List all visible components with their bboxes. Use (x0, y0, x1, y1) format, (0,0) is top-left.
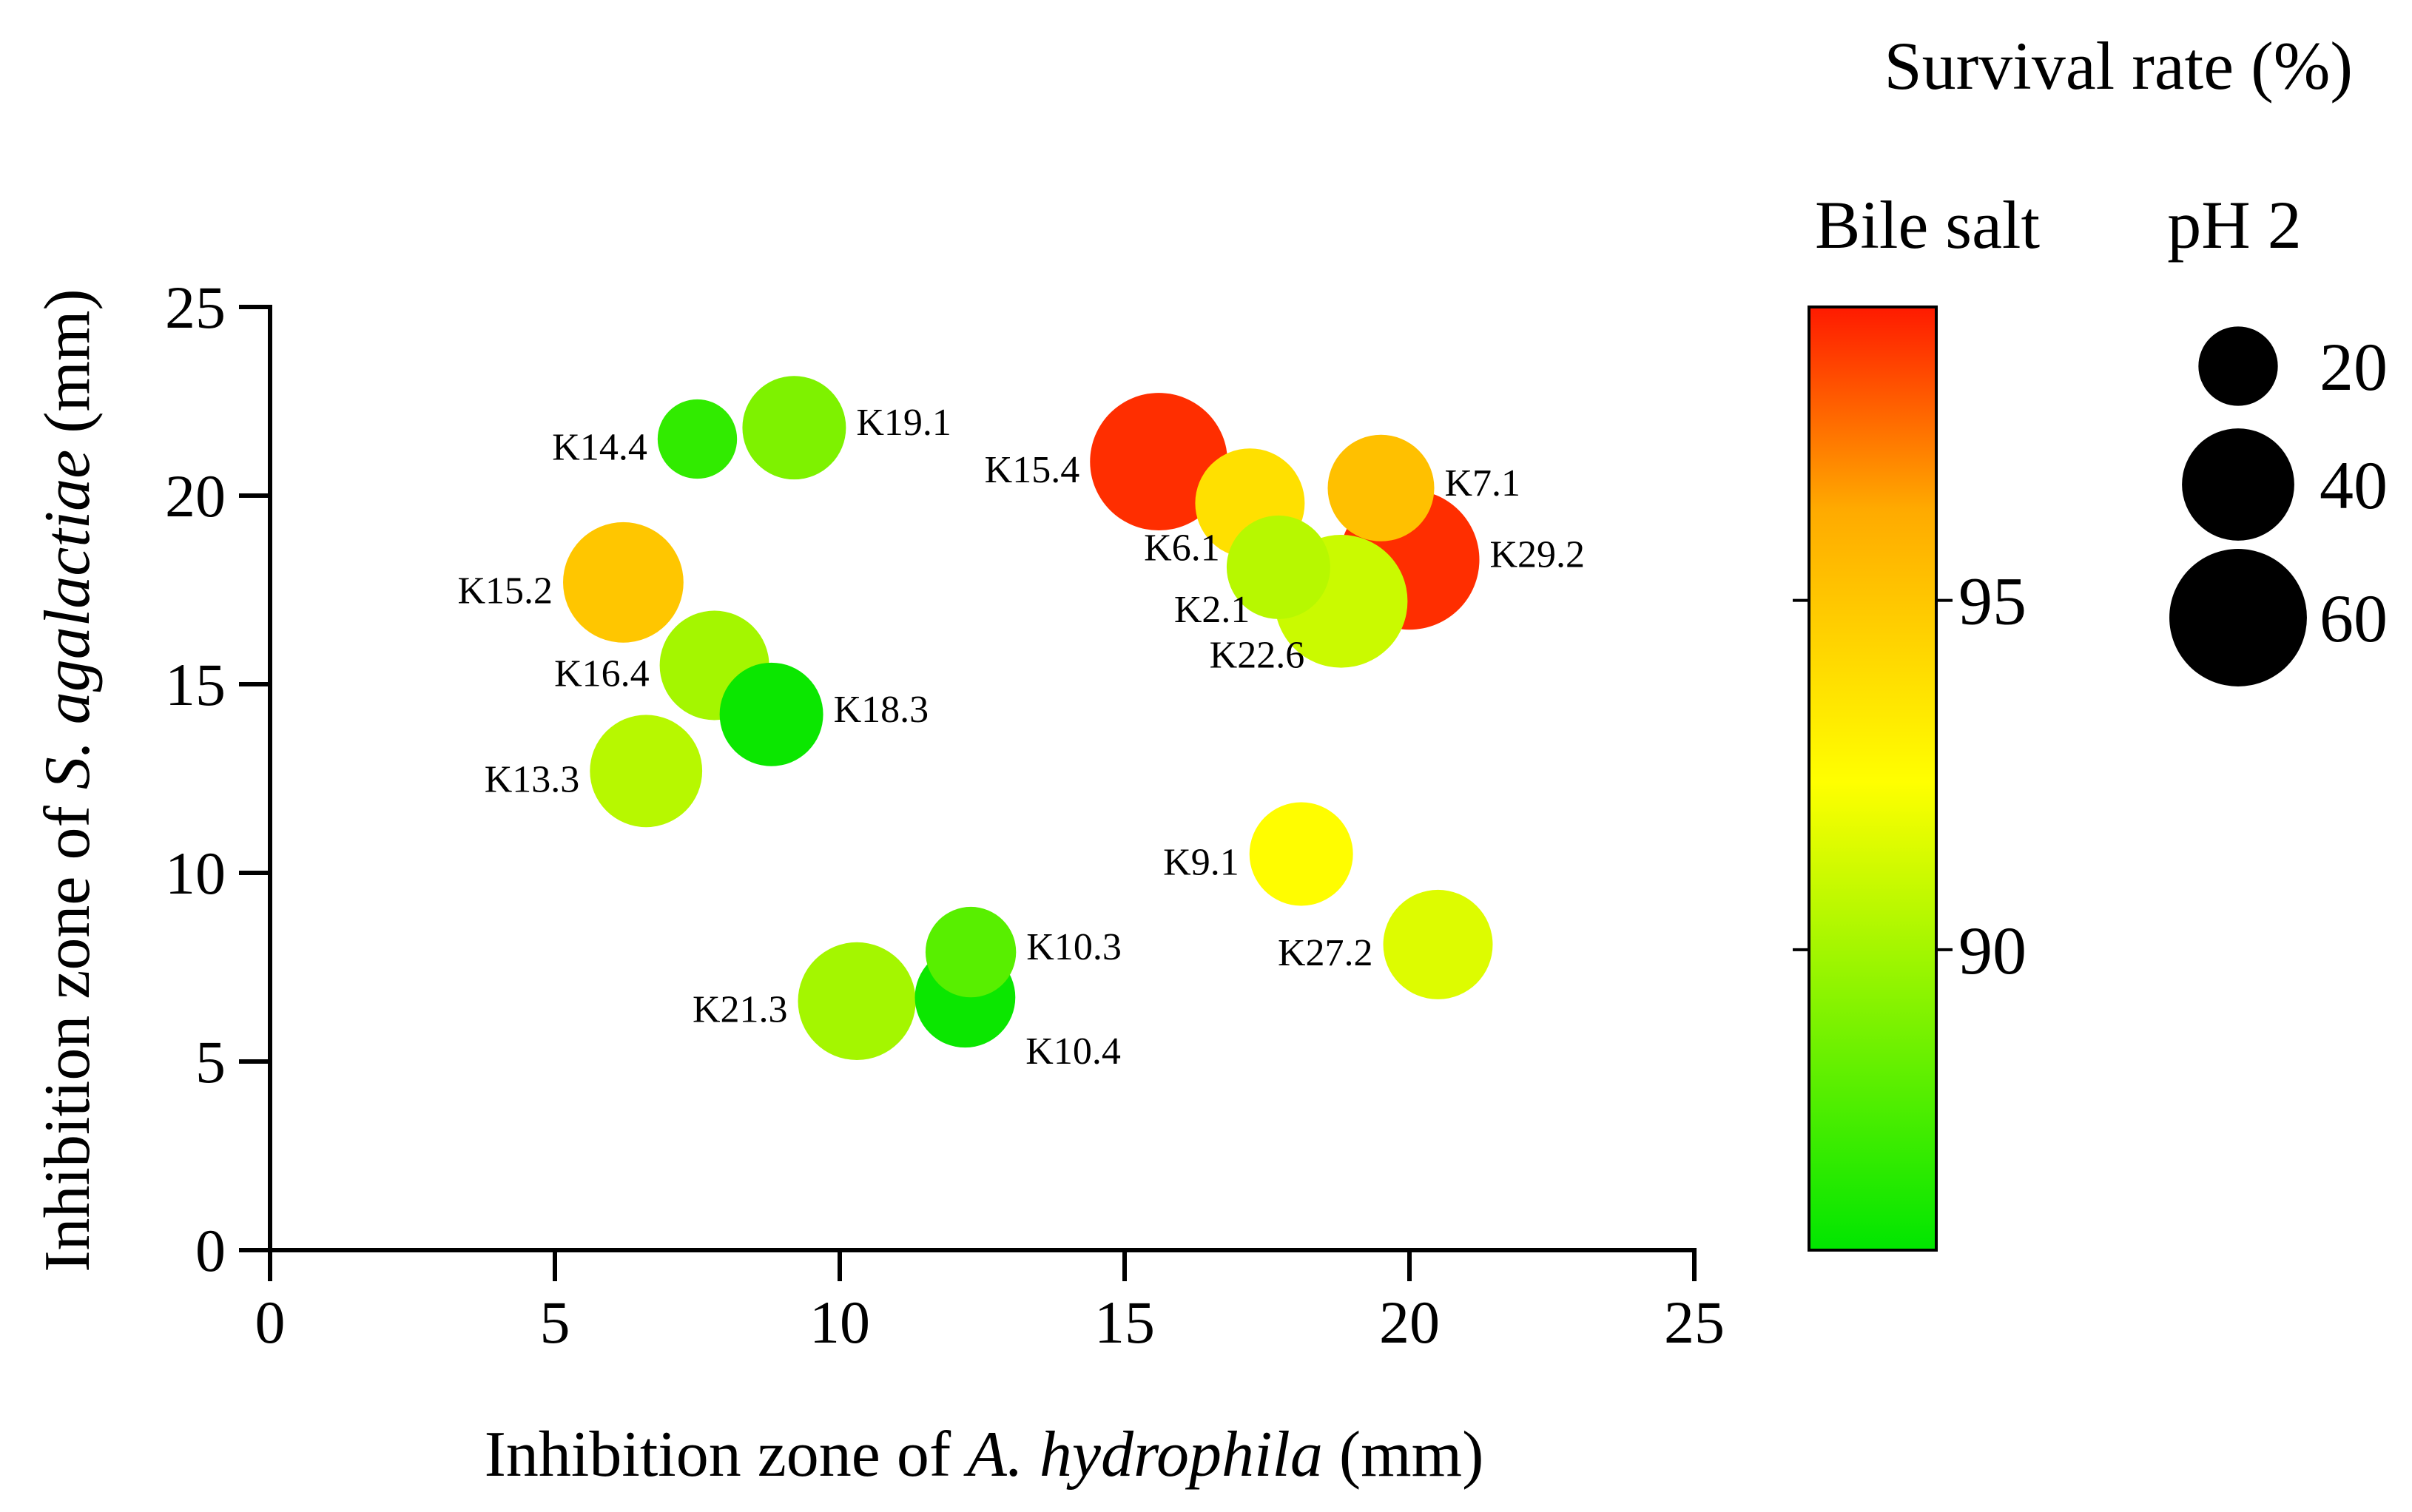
point-label-k29-2: K29.2 (1489, 534, 1585, 576)
bubble-k2-1 (1226, 515, 1330, 619)
point-label-k16-4: K16.4 (554, 653, 650, 695)
y-axis-label-prefix: Inhibition zone of (32, 789, 104, 1272)
y-tick-label: 25 (165, 274, 226, 341)
bubble-k19-1 (742, 376, 846, 480)
x-tick-label: 0 (255, 1289, 286, 1356)
x-tick-label: 25 (1664, 1289, 1725, 1356)
size-legend-circle (2169, 549, 2307, 686)
bubble-k10-3 (925, 906, 1017, 998)
bubble-k21-3 (798, 942, 916, 1060)
point-label-k21-3: K21.3 (693, 988, 788, 1030)
bubble-k18-3 (719, 662, 823, 766)
bubble-k9-1 (1249, 802, 1353, 906)
y-tick-label: 0 (195, 1217, 226, 1284)
colorbar-tick-label: 95 (1958, 564, 2027, 639)
y-axis-label-suffix: (mm) (32, 288, 104, 450)
x-axis-label-italic: A. hydrophila (963, 1419, 1323, 1491)
colorbar-title: Bile salt (1815, 187, 2041, 263)
x-axis: 0 5 10 15 20 25 (255, 1248, 1725, 1356)
y-tick-label: 15 (165, 651, 226, 718)
x-tick-label: 15 (1094, 1289, 1155, 1356)
point-label-k10-4: K10.4 (1025, 1030, 1121, 1073)
size-legend-circle (2182, 428, 2294, 541)
point-label-k19-1: K19.1 (856, 402, 951, 444)
colorbar (1808, 306, 1938, 1252)
point-label-k6-1: K6.1 (1144, 527, 1220, 569)
size-legend-circle (2198, 326, 2278, 406)
y-tick-label: 5 (195, 1028, 226, 1096)
point-label-k18-3: K18.3 (834, 689, 929, 731)
point-label-k9-1: K9.1 (1163, 842, 1239, 884)
y-tick-label: 10 (165, 840, 226, 907)
legend: Survival rate (%) Bile salt pH 2 90 95 20… (1793, 28, 2388, 1252)
bubble-k7-1 (1327, 434, 1435, 541)
x-axis-label-prefix: Inhibition zone of (485, 1419, 968, 1491)
legend-header: Survival rate (%) (1884, 28, 2353, 104)
x-tick-label: 10 (809, 1289, 870, 1356)
y-axis-label-italic: S. agalactiae (32, 450, 104, 789)
bubble-k27-2 (1383, 889, 1493, 999)
bubble-k14-4 (657, 399, 738, 479)
point-label-k15-4: K15.4 (985, 449, 1080, 491)
point-label-k15-2: K15.2 (457, 570, 553, 612)
y-axis-label: Inhibition zone of S. agalactiae (mm) (32, 288, 104, 1272)
x-axis-label-suffix: (mm) (1323, 1419, 1484, 1491)
point-label-k14-4: K14.4 (552, 427, 647, 469)
size-legend-label: 20 (2320, 329, 2388, 405)
size-legend-label: 40 (2320, 448, 2388, 523)
y-tick-label: 20 (165, 462, 226, 530)
point-label-k22-6: K22.6 (1210, 635, 1305, 677)
point-label-k13-3: K13.3 (485, 758, 580, 800)
bubble-k15-2 (563, 522, 684, 643)
size-legend: 20 40 60 (2169, 326, 2388, 686)
bubble-k15-4 (1090, 393, 1228, 531)
x-axis-label: Inhibition zone of A. hydrophila (mm) (485, 1419, 1484, 1491)
colorbar-tick-label: 90 (1958, 913, 2027, 988)
point-label-k27-2: K27.2 (1278, 932, 1373, 974)
plot-area: K14.4 K19.1 K15.4 K7.1 K6.1 K15.2 K2.1 K29.2 K22… (457, 376, 1585, 1073)
size-legend-title: pH 2 (2167, 187, 2301, 263)
bubble-k13-3 (590, 715, 703, 828)
x-tick-label: 20 (1379, 1289, 1440, 1356)
point-label-k10-3: K10.3 (1026, 926, 1122, 968)
size-legend-label: 60 (2320, 581, 2388, 656)
y-axis: 0 5 10 15 20 25 (165, 274, 272, 1284)
point-label-k2-1: K2.1 (1174, 589, 1250, 631)
point-label-k7-1: K7.1 (1445, 462, 1521, 504)
colorbar-ticks: 90 95 (1793, 564, 2027, 988)
x-tick-label: 5 (540, 1289, 570, 1356)
